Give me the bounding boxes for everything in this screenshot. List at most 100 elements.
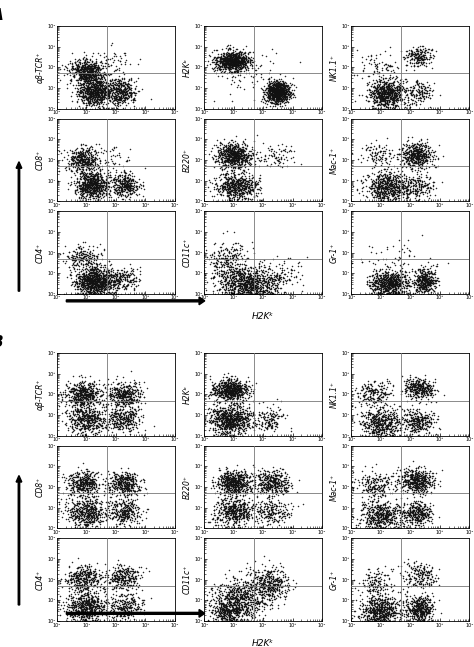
Point [394,470,402,481]
Point [108,91,115,101]
Point [92,181,100,191]
Point [84,423,91,433]
Point [225,50,232,60]
Point [255,470,263,480]
Point [379,77,386,87]
Point [271,87,279,98]
Point [78,505,85,516]
Point [382,182,389,193]
Point [65,389,73,400]
Point [76,183,84,193]
Point [84,61,91,71]
Point [228,501,236,511]
Point [126,88,134,98]
Point [229,148,237,158]
Point [68,155,76,165]
Point [75,242,83,252]
Point [384,608,392,619]
Point [68,386,76,396]
Point [94,65,101,75]
Point [258,486,266,496]
Point [235,267,243,278]
Point [221,65,229,76]
Point [277,81,284,91]
Point [75,382,82,392]
Point [102,606,110,617]
Point [225,611,232,621]
Point [69,611,77,622]
Point [119,418,127,428]
Point [118,483,126,493]
Point [241,157,248,167]
Point [400,173,408,183]
Point [218,616,225,626]
Point [412,52,420,62]
Point [64,509,72,519]
Point [241,282,248,292]
Point [106,388,114,399]
Point [92,567,100,578]
Point [88,560,95,571]
Point [372,270,380,281]
Point [423,607,431,617]
Point [370,484,378,494]
Point [85,481,92,491]
Point [117,383,125,393]
Point [88,274,96,285]
Point [224,190,232,201]
Point [106,280,114,290]
Point [263,83,270,93]
Point [415,181,423,192]
Point [226,54,234,64]
Point [273,155,281,166]
Point [278,80,286,91]
Point [389,170,397,180]
Point [230,382,237,393]
Point [427,406,435,417]
Point [280,273,287,283]
Point [113,149,120,160]
Point [237,269,245,280]
Point [397,507,404,518]
Point [241,582,248,593]
Point [122,85,129,96]
Point [390,94,398,105]
Point [100,583,107,593]
Point [256,589,264,599]
Point [223,424,230,434]
Point [91,287,98,297]
Point [86,400,93,411]
Point [121,175,129,185]
Point [228,593,236,603]
Point [126,573,133,584]
Point [115,272,122,283]
Point [227,506,234,516]
Point [234,57,242,67]
Point [406,419,414,429]
Point [403,475,411,485]
Point [61,476,68,487]
Point [245,472,253,482]
Point [96,507,103,517]
Point [92,79,100,89]
Point [383,82,391,92]
Point [393,417,401,427]
Point [269,87,276,97]
Point [204,518,212,528]
Point [225,50,232,61]
Point [211,260,219,270]
Point [223,54,230,65]
Point [83,502,91,512]
Point [389,286,396,296]
Point [84,94,92,105]
Point [414,41,422,52]
Point [82,72,89,82]
Point [389,188,396,199]
Point [397,400,404,411]
Point [105,281,113,291]
Point [264,81,272,91]
Point [77,601,85,611]
Point [270,82,278,92]
Point [232,66,239,76]
Point [124,597,132,607]
